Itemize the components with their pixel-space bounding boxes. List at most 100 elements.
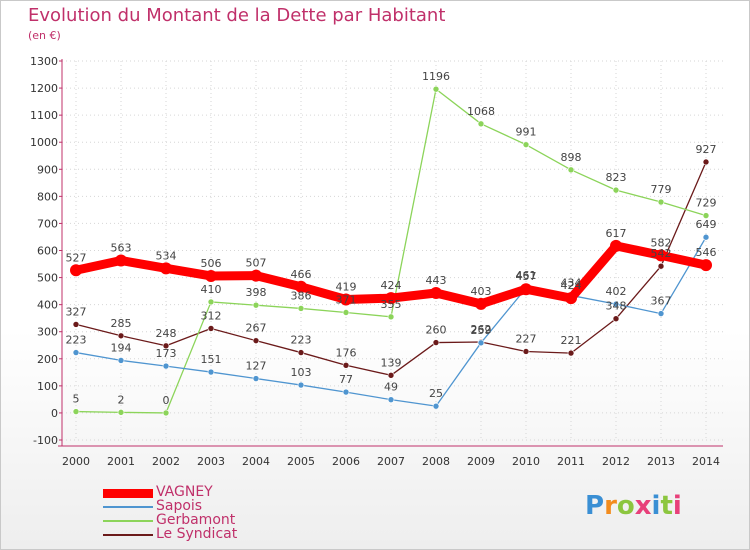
- legend-label: Sapois: [156, 498, 203, 514]
- data-point: [702, 233, 710, 241]
- y-tick-label: 1200: [30, 82, 58, 95]
- data-label: 267: [246, 322, 267, 335]
- data-point: [475, 297, 487, 310]
- data-label: 223: [291, 334, 312, 347]
- data-label: 403: [471, 285, 492, 298]
- data-point: [252, 301, 260, 309]
- x-tick-label: 2005: [287, 455, 315, 468]
- data-point: [207, 325, 215, 332]
- data-label: 779: [651, 183, 672, 196]
- data-point: [655, 249, 667, 262]
- data-label: 371: [336, 293, 357, 306]
- data-label: 729: [696, 197, 717, 210]
- y-tick-label: 100: [37, 380, 58, 393]
- x-tick-label: 2004: [242, 455, 270, 468]
- data-label: 327: [66, 305, 87, 318]
- data-label: 173: [156, 347, 177, 360]
- data-point: [522, 141, 530, 148]
- data-label: 176: [336, 346, 357, 359]
- data-label: 221: [561, 334, 582, 347]
- data-label: 466: [291, 268, 312, 281]
- y-tick-label: 500: [37, 272, 58, 285]
- data-point: [567, 349, 575, 357]
- data-point: [207, 298, 215, 306]
- data-label: 262: [471, 323, 492, 336]
- x-tick-label: 2007: [377, 455, 405, 468]
- x-tick-label: 2001: [107, 455, 135, 468]
- data-point: [612, 300, 620, 308]
- x-tick-label: 2009: [467, 455, 495, 468]
- data-label: 285: [111, 317, 132, 330]
- data-point: [252, 375, 260, 382]
- data-label: 5: [73, 393, 80, 406]
- data-label: 534: [156, 249, 177, 262]
- proxiti-logo: Proxiti: [585, 491, 682, 521]
- data-label: 194: [111, 341, 132, 354]
- data-point: [117, 409, 125, 416]
- x-tick-label: 2014: [692, 455, 720, 468]
- data-point: [567, 166, 575, 174]
- data-point: [207, 368, 215, 376]
- data-point: [160, 262, 172, 275]
- y-tick-label: 900: [37, 163, 58, 176]
- data-point: [657, 198, 665, 206]
- data-point: [115, 254, 127, 267]
- data-label: 542: [651, 247, 672, 260]
- data-point: [162, 362, 170, 370]
- data-point: [432, 85, 440, 93]
- data-label: 410: [201, 283, 222, 296]
- legend-label: VAGNEY: [156, 484, 213, 500]
- x-tick-label: 2006: [332, 455, 360, 468]
- data-label: 419: [336, 280, 357, 293]
- data-point: [520, 283, 532, 296]
- data-label: 823: [606, 171, 627, 184]
- data-label: 0: [163, 394, 170, 407]
- data-label: 927: [696, 143, 717, 156]
- y-tick-label: 0: [51, 407, 58, 420]
- x-tick-label: 2010: [512, 455, 540, 468]
- legend-swatch: [103, 506, 153, 508]
- y-tick-label: 1000: [30, 136, 58, 149]
- y-tick-label: 600: [37, 245, 58, 258]
- legend-swatch: [103, 534, 153, 536]
- data-label: 367: [651, 295, 672, 308]
- data-point: [70, 264, 82, 277]
- data-point: [385, 292, 397, 305]
- chart-title: Evolution du Montant de la Dette par Hab…: [28, 5, 446, 26]
- data-point: [162, 342, 170, 350]
- legend-swatch: [103, 520, 153, 522]
- y-tick-label: 300: [37, 326, 58, 339]
- data-label: 355: [381, 298, 402, 311]
- data-label: 1068: [467, 105, 495, 118]
- data-label: 527: [66, 251, 87, 264]
- data-label: 582: [651, 236, 672, 249]
- data-label: 103: [291, 366, 312, 379]
- y-tick-label: 400: [37, 299, 58, 312]
- data-label: 424: [561, 279, 582, 292]
- data-point: [342, 309, 350, 316]
- y-tick-label: 800: [37, 190, 58, 203]
- legend-label: Le Syndicat: [156, 526, 238, 542]
- data-point: [612, 186, 620, 194]
- data-label: 151: [201, 353, 222, 366]
- data-point: [295, 280, 307, 293]
- y-tick-label: 1300: [30, 55, 58, 68]
- y-tick-label: 1100: [30, 109, 58, 122]
- data-point: [72, 321, 80, 328]
- data-label: 223: [66, 334, 87, 347]
- y-tick-label: 200: [37, 353, 58, 366]
- x-tick-label: 2012: [602, 455, 630, 468]
- data-point: [342, 361, 350, 369]
- data-label: 617: [606, 227, 627, 240]
- chart-unit: (en €): [28, 29, 61, 42]
- data-point: [297, 305, 305, 312]
- data-label: 461: [516, 269, 537, 282]
- data-point: [565, 292, 577, 305]
- data-point: [250, 269, 262, 282]
- data-label: 312: [201, 309, 222, 322]
- legend-label: Gerbamont: [156, 512, 236, 528]
- data-label: 563: [111, 242, 132, 255]
- x-tick-label: 2013: [647, 455, 675, 468]
